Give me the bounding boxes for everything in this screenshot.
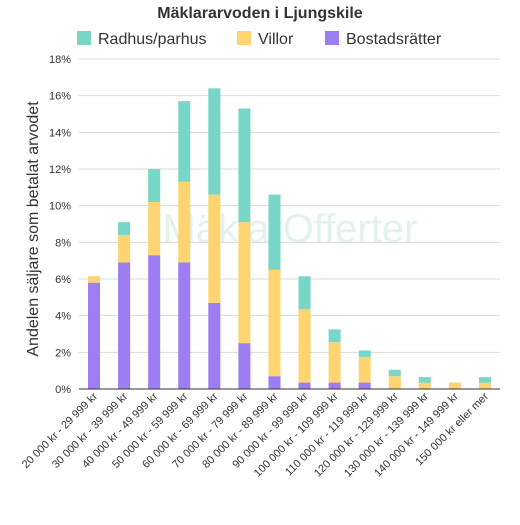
bar-segment [148, 202, 161, 256]
bar-segment [238, 108, 251, 223]
y-tick-label: 0% [55, 384, 71, 396]
bar-segment [358, 356, 371, 383]
y-tick-label: 14% [49, 127, 71, 139]
bar-segment [388, 369, 401, 377]
legend-swatch [325, 31, 339, 45]
bar-segment [208, 88, 221, 195]
bar-segment [478, 377, 491, 383]
y-tick-label: 18% [49, 54, 71, 66]
grid-lines [79, 58, 500, 353]
bar-segment [238, 343, 251, 389]
legend-label: Villor [258, 31, 294, 48]
bar-segment [328, 342, 341, 383]
bar-segment [208, 302, 221, 389]
bar-segment [448, 382, 461, 389]
y-axis-title: Andelen säljare som betalat arvodet [25, 101, 42, 357]
y-axis-ticks: 0% 2% 4% 6% 8% 10% 12% 14% 16% 18% [49, 54, 71, 396]
bar-segment [178, 101, 191, 182]
bar-segment [88, 276, 101, 283]
bar-segment [178, 262, 191, 389]
bar-segment [418, 377, 431, 383]
bars [88, 88, 491, 389]
bar-segment [358, 350, 371, 357]
bar-segment [208, 194, 221, 303]
bar-segment [478, 382, 491, 389]
legend-swatch [237, 31, 251, 45]
bar-segment [148, 255, 161, 389]
y-tick-label: 6% [55, 274, 71, 286]
bar-segment [358, 382, 371, 389]
bar-segment [88, 282, 101, 389]
bar-segment [238, 222, 251, 344]
bar-segment [388, 376, 401, 389]
watermark-text: MäklarOfferter [163, 207, 418, 251]
legend-swatch [77, 31, 91, 45]
bar-segment [298, 309, 311, 383]
bar-segment [268, 376, 281, 389]
bar-segment [268, 269, 281, 377]
bar-segment [148, 169, 161, 202]
legend-label: Radhus/parhus [98, 31, 207, 48]
bar-segment [178, 181, 191, 263]
y-tick-label: 16% [49, 91, 71, 103]
bar-segment [298, 382, 311, 389]
bar-segment [298, 276, 311, 310]
legend-label: Bostadsrätter [346, 31, 442, 48]
y-tick-label: 2% [55, 347, 71, 359]
bar-segment [418, 382, 431, 389]
y-tick-label: 12% [49, 164, 71, 176]
bar-segment [328, 382, 341, 389]
bar-segment [328, 329, 341, 343]
legend: Radhus/parhus Villor Bostadsrätter [77, 31, 442, 48]
y-tick-label: 4% [55, 311, 71, 323]
bar-segment [268, 194, 281, 270]
bar-segment [118, 222, 131, 235]
bar-segment [118, 235, 131, 263]
y-tick-label: 10% [49, 201, 71, 213]
y-tick-label: 8% [55, 237, 71, 249]
chart-title: Mäklararvoden i Ljungskile [157, 5, 363, 22]
bar-segment [118, 262, 131, 389]
